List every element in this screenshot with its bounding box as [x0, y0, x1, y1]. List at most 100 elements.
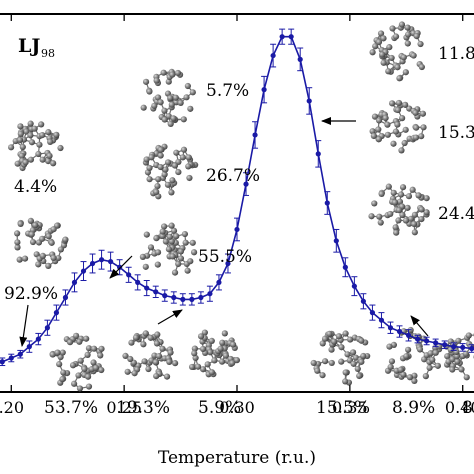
data-point	[89, 260, 96, 267]
data-point	[144, 285, 150, 291]
data-point	[8, 355, 14, 361]
data-point	[451, 344, 457, 350]
data-point	[324, 200, 330, 206]
cluster-image	[122, 330, 179, 380]
annotation-label: 15.3	[438, 123, 474, 143]
arrow-92-9	[19, 304, 29, 347]
data-point	[44, 325, 51, 331]
cluster-image	[368, 183, 430, 236]
data-point	[243, 181, 249, 187]
x-tick-label: 0.30	[219, 398, 255, 417]
panel-label-sub: 98	[41, 47, 55, 60]
cluster-image	[369, 21, 425, 82]
data-point	[198, 294, 204, 301]
data-point	[108, 258, 114, 265]
panel-label: LJ 98	[18, 35, 55, 60]
annotation-label: 92.9%	[4, 284, 58, 304]
annotation-label: 11.8	[438, 44, 474, 64]
data-point	[342, 264, 348, 270]
cluster-image	[443, 332, 474, 381]
data-point	[288, 34, 294, 40]
data-point	[405, 332, 412, 338]
cluster-image	[310, 330, 371, 386]
data-point	[261, 87, 267, 93]
data-point	[117, 264, 123, 270]
cluster-image	[14, 217, 69, 269]
data-point	[351, 283, 357, 289]
panel-label-main: LJ	[18, 35, 40, 57]
annotation-label: 8	[462, 398, 473, 418]
data-point	[17, 351, 23, 357]
data-point	[135, 279, 141, 285]
data-point	[460, 344, 466, 350]
data-point	[126, 272, 132, 278]
data-point	[360, 298, 366, 304]
annotation-label: 53.7%	[44, 398, 98, 418]
data-point	[98, 257, 105, 263]
data-point	[189, 296, 195, 302]
data-point	[433, 340, 439, 346]
data-point	[297, 56, 303, 62]
data-point	[0, 359, 5, 365]
data-point	[424, 338, 430, 344]
data-point	[80, 268, 87, 274]
x-axis-ticks: .20 0.25 0.30 0.35 0.40	[0, 14, 474, 417]
cluster-image	[140, 68, 196, 128]
cluster-image	[49, 332, 105, 392]
cluster-image	[8, 120, 64, 172]
arrow-5-9	[157, 309, 183, 325]
data-point	[270, 52, 276, 59]
data-point	[162, 293, 168, 299]
annotation-label: 5.7%	[206, 81, 249, 101]
cluster-image	[142, 143, 199, 200]
annotation-label: 4.4%	[14, 177, 57, 197]
annotation-label: 19.3%	[116, 398, 170, 418]
data-point	[35, 336, 41, 342]
data-point	[252, 132, 258, 138]
data-point	[414, 336, 421, 342]
arrow-8-9	[410, 315, 429, 337]
annotation-label: 55.5%	[198, 247, 252, 267]
x-tick-label: 0.40	[445, 398, 474, 417]
annotation-label: 15.5%	[316, 398, 370, 418]
data-point	[469, 345, 474, 352]
annotation-label: 26.7%	[206, 166, 260, 186]
data-point	[216, 279, 222, 285]
data-point	[153, 289, 159, 295]
cluster-image	[384, 326, 443, 385]
error-bars	[0, 28, 474, 367]
data-point	[306, 98, 312, 104]
data-point	[180, 296, 186, 302]
annotation-label: 24.4	[438, 204, 474, 224]
data-point	[207, 291, 213, 297]
data-point	[53, 310, 60, 316]
arrow-55-5	[109, 255, 133, 279]
x-tick-label: 0.35	[332, 398, 368, 417]
percentage-labels: 4.4% 92.9% 5.7% 26.7% 55.5% 11.8 15.3 24…	[4, 44, 474, 418]
data-point	[234, 226, 240, 233]
data-point	[315, 151, 321, 157]
data-point	[442, 342, 448, 348]
annotation-label: 5.9%	[198, 398, 241, 418]
x-tick-label: .20	[0, 398, 24, 417]
data-point	[62, 294, 69, 301]
cluster-image	[369, 99, 427, 154]
data-point	[171, 294, 177, 301]
data-point	[369, 310, 376, 316]
data-point	[378, 317, 385, 323]
data-point	[396, 328, 403, 335]
x-axis-label: Temperature (r.u.)	[158, 448, 316, 468]
data-point	[225, 260, 231, 267]
data-point	[279, 34, 285, 40]
x-tick-label: 0.25	[106, 398, 142, 417]
data-point	[71, 279, 78, 285]
data-points	[0, 34, 474, 365]
data-point	[333, 238, 339, 244]
data-point	[26, 344, 32, 350]
annotation-label: 8.9%	[392, 398, 435, 418]
annotation-arrows	[19, 117, 429, 347]
cluster-image	[188, 329, 241, 378]
data-point	[387, 325, 394, 331]
cluster-images	[8, 21, 474, 392]
